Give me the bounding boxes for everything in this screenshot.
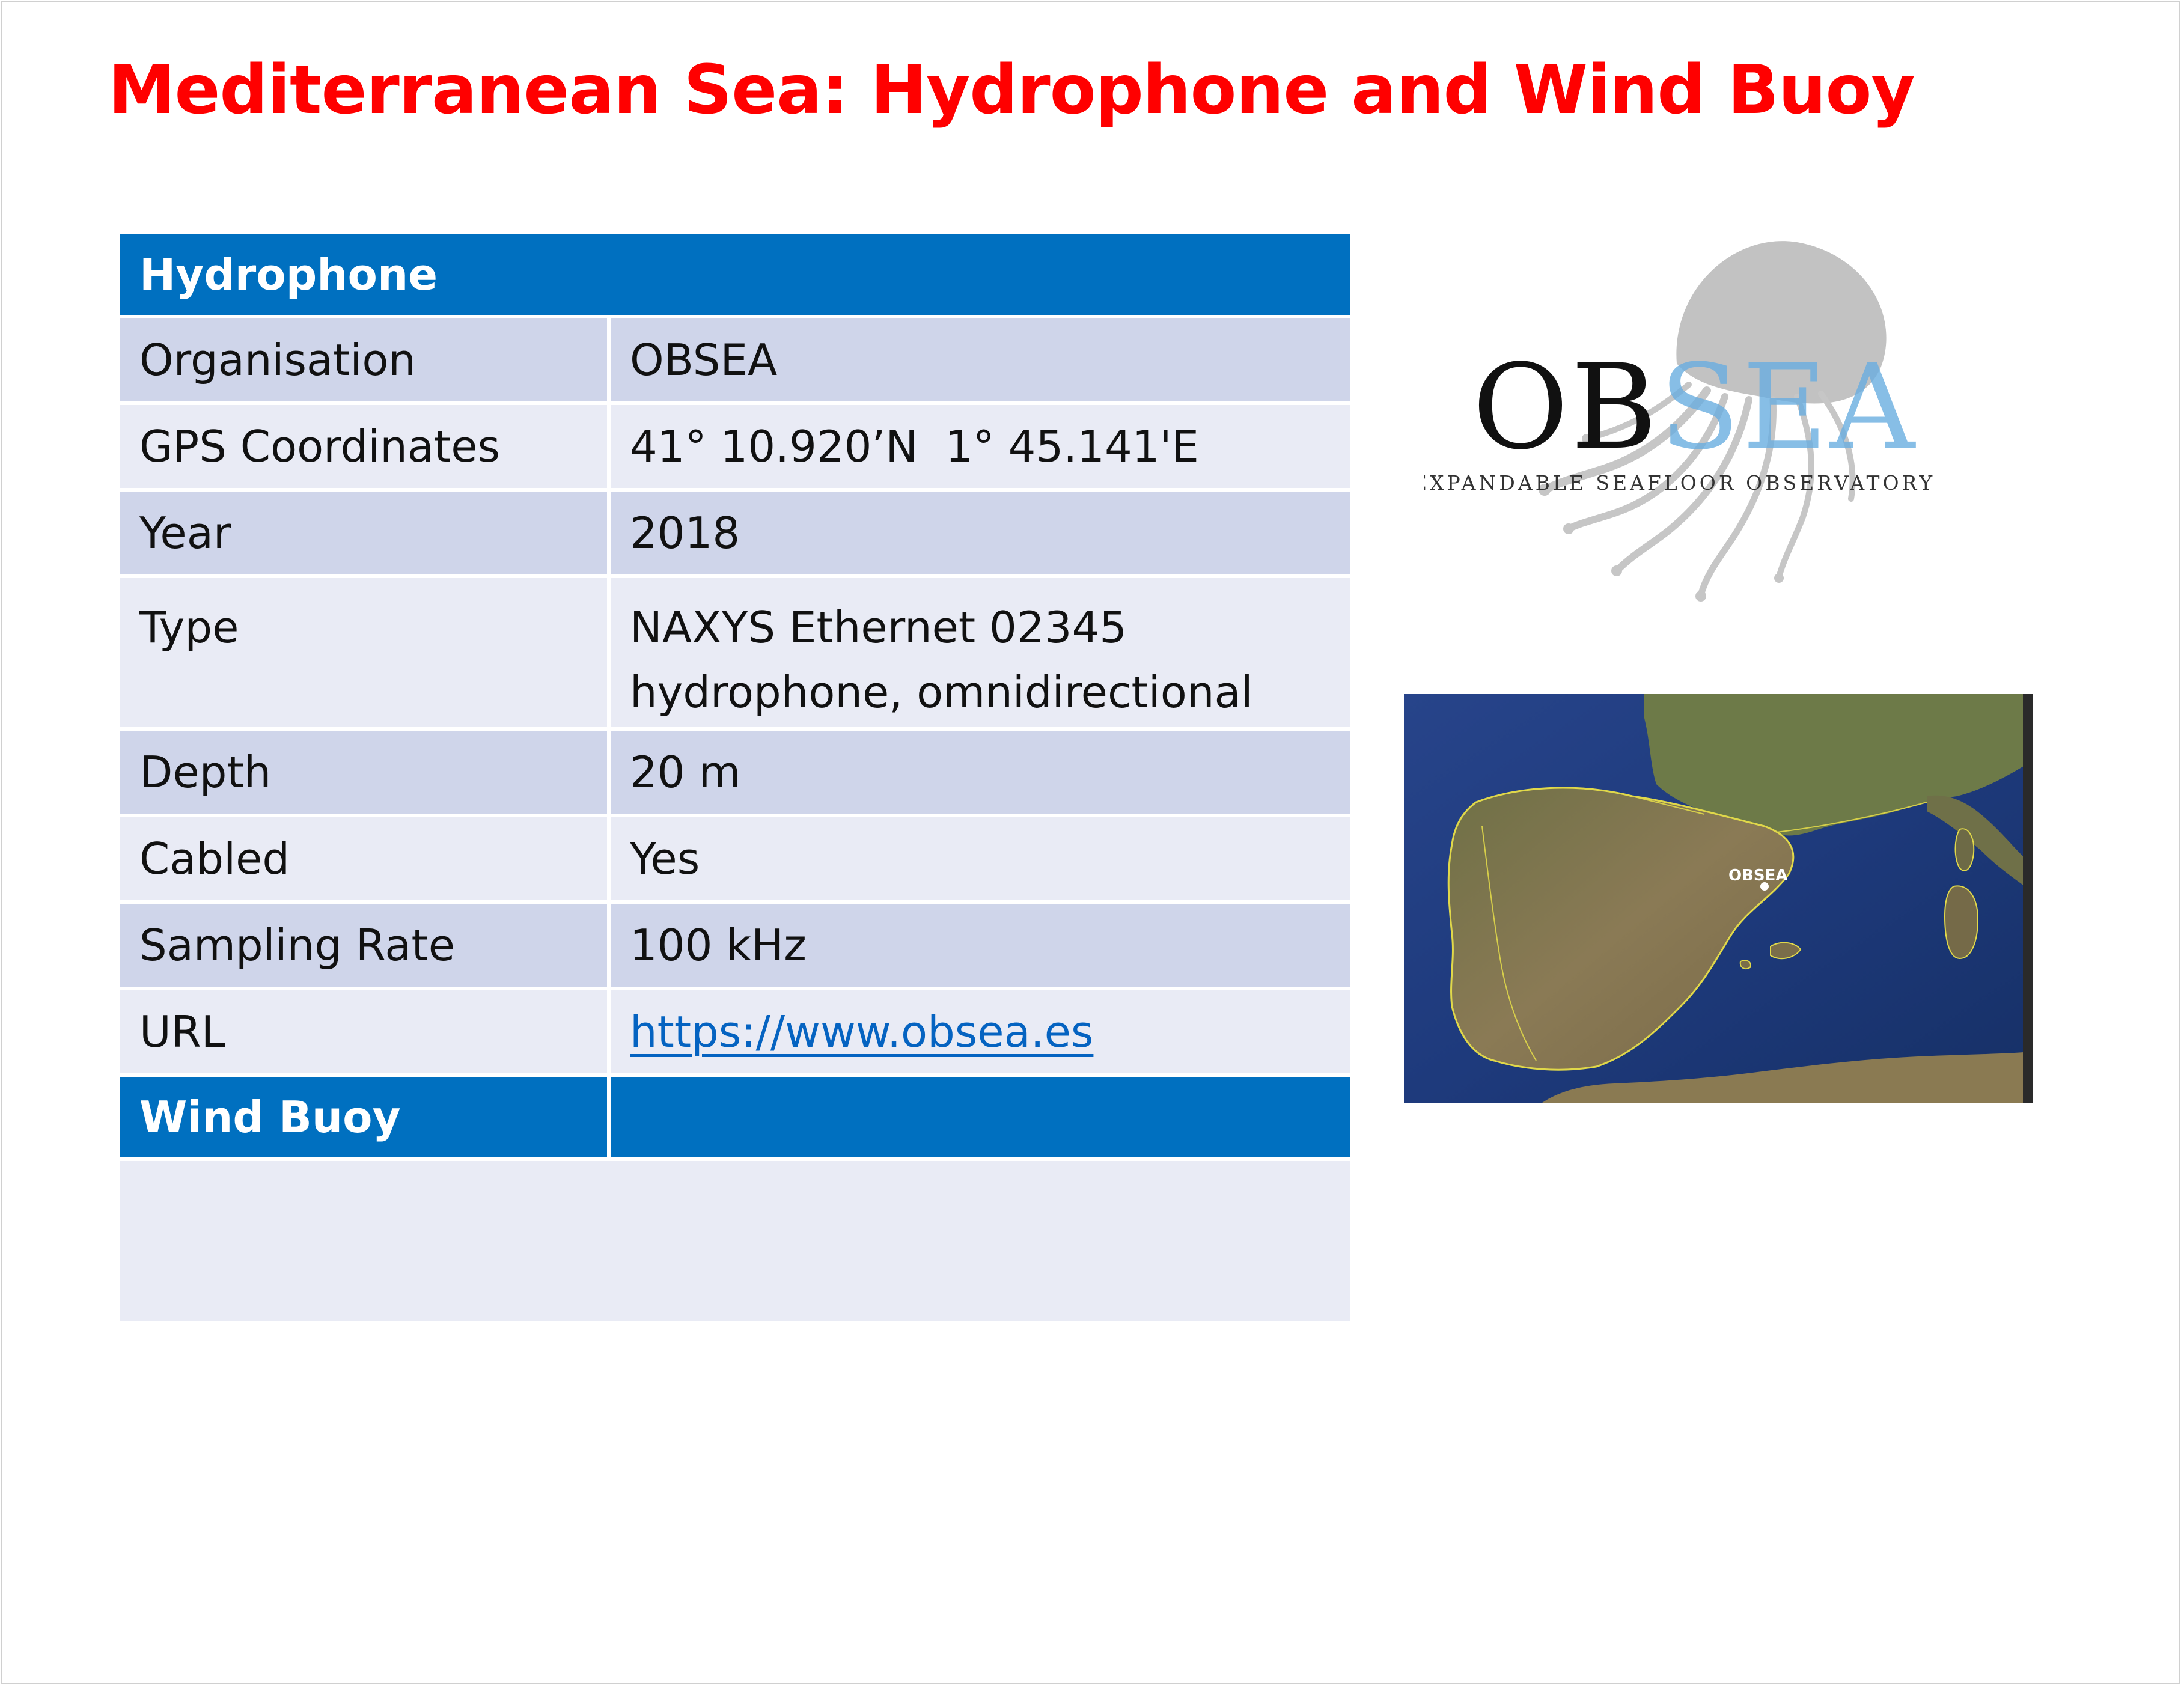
tentacle-tips [1539,434,1784,602]
sardinia-island [1944,885,1979,960]
type-value: NAXYS Ethernet 02345 hydrophone, omnidir… [611,578,1350,731]
iberia-landmass [1447,787,1795,1071]
type-value-line1: NAXYS Ethernet 02345 [630,602,1127,653]
type-value-line2: hydrophone, omnidirectional [630,667,1253,718]
italy-landmass [1927,795,2033,892]
page-title: Mediterranean Sea: Hydrophone and Wind B… [108,51,1915,129]
france-landmass [1644,694,2033,836]
logo-tagline: EXPANDABLE SEAFLOOR OBSERVATORY [1424,471,1935,495]
cabled-value: Yes [611,817,1350,904]
table-row: URL https://www.obsea.es [120,990,1350,1077]
year-value: 2018 [611,492,1350,578]
wind-buoy-header-empty [611,1077,1350,1161]
table-row: Organisation OBSEA [120,318,1350,405]
organisation-value: OBSEA [611,318,1350,405]
wind-buoy-empty-cell [120,1161,1350,1321]
obsea-logo: OBSEA EXPANDABLE SEAFLOOR OBSERVATORY [1424,241,1935,602]
type-label: Type [120,578,611,731]
wind-buoy-header: Wind Buoy [120,1077,611,1161]
table-header-row: Hydrophone [120,234,1350,318]
balearic-islands [1739,942,1802,970]
depth-label: Depth [120,731,611,817]
wind-buoy-header-row: Wind Buoy [120,1077,1350,1161]
gps-label: GPS Coordinates [120,405,611,492]
gps-value: 41° 10.920’N 1° 45.141'E [611,405,1350,492]
map-edge [2023,694,2033,1103]
obsea-url-link[interactable]: https://www.obsea.es [630,1007,1094,1057]
cabled-label: Cabled [120,817,611,904]
table-row: Type NAXYS Ethernet 02345 hydrophone, om… [120,578,1350,731]
sampling-rate-label: Sampling Rate [120,904,611,990]
sampling-rate-value: 100 kHz [611,904,1350,990]
north-africa-landmass [1542,1052,2033,1103]
url-label: URL [120,990,611,1077]
table-row: GPS Coordinates 41° 10.920’N 1° 45.141'E [120,405,1350,492]
table-row: Depth 20 m [120,731,1350,817]
hydrophone-header: Hydrophone [120,234,1350,318]
depth-value: 20 m [611,731,1350,817]
satellite-map: OBSEA [1404,694,2033,1103]
table-row-empty [120,1161,1350,1321]
table-row: Year 2018 [120,492,1350,578]
logo-wordmark: OBSEA [1472,339,1917,475]
year-label: Year [120,492,611,578]
jellyfish-icon [1676,241,1887,404]
table-row: Cabled Yes [120,817,1350,904]
table-row: Sampling Rate 100 kHz [120,904,1350,990]
obsea-map-marker: OBSEA [1728,867,1788,891]
country-borders [1481,796,1927,1061]
organisation-label: Organisation [120,318,611,405]
url-cell: https://www.obsea.es [611,990,1350,1077]
hydrophone-info-table: Hydrophone Organisation OBSEA GPS Coordi… [120,234,1350,1321]
jellyfish-tentacles [1540,382,1856,599]
map-marker-label: OBSEA [1728,867,1788,885]
corsica-island [1954,828,1975,871]
type-label-text: Type [139,602,239,653]
